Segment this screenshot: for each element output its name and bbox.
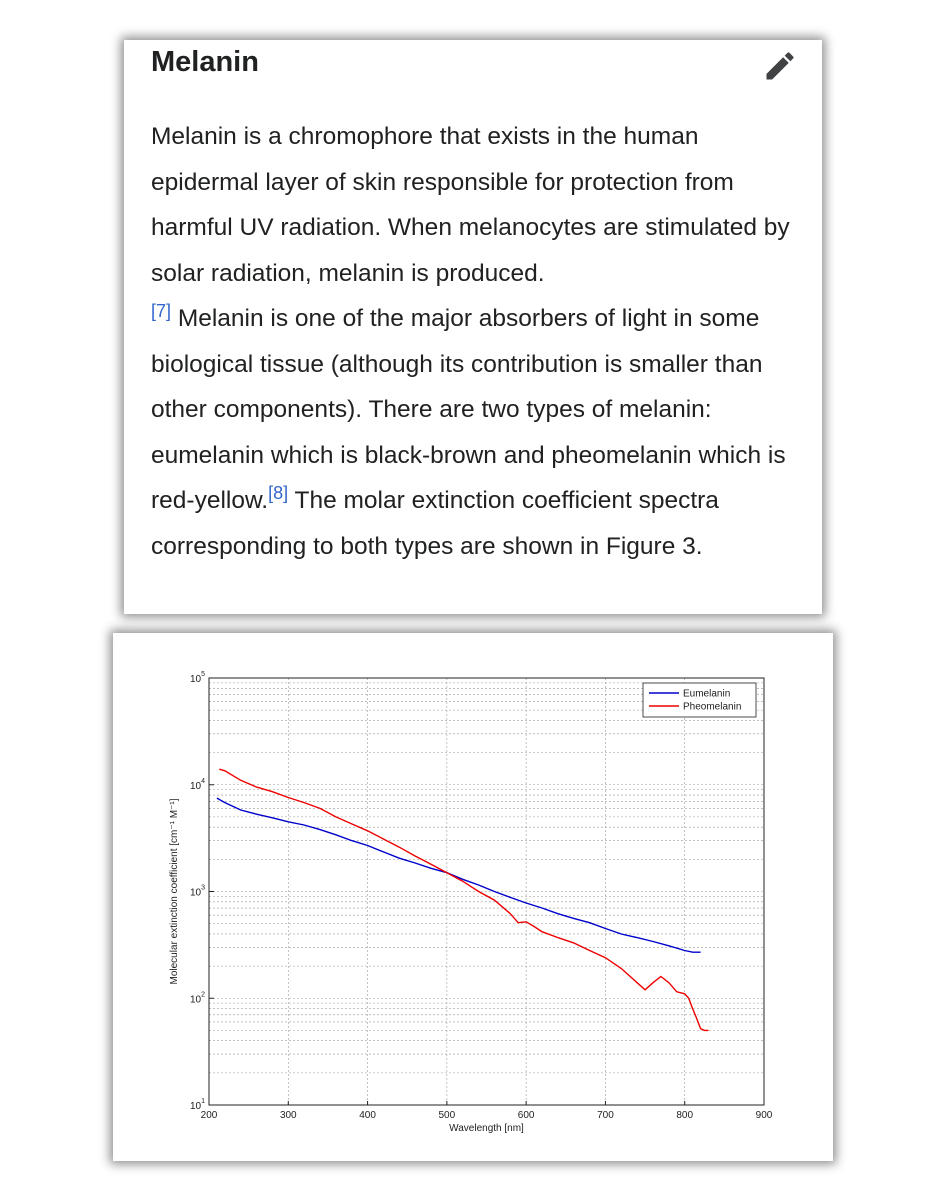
extinction-chart: 200 300 400 500 600 700 800 900101102103104105 … (169, 671, 773, 1134)
y-tick-label: 105 (190, 671, 205, 685)
legend-box (642, 682, 757, 718)
citation-8-link[interactable]: [8] (268, 482, 289, 503)
x-tick-label: 800 (676, 1110, 693, 1121)
x-tick-label: 500 (439, 1110, 456, 1121)
x-tick-label: 200 (201, 1110, 218, 1121)
article-section: Melanin Melanin is a chromophore that ex… (124, 40, 822, 614)
x-axis-label: Wavelength [nm] (449, 1123, 524, 1134)
x-tick-label: 700 (597, 1110, 614, 1121)
x-tick-label: 900 (756, 1110, 773, 1121)
legend-label: Eumelanin (683, 689, 730, 700)
y-tick-label: 102 (190, 991, 205, 1005)
paragraph-text-2: Melanin is one of the major absorbers of… (151, 305, 786, 514)
x-tick-label: 600 (518, 1110, 535, 1121)
pencil-icon[interactable] (762, 48, 798, 84)
series-line-pheomelanin (219, 768, 709, 1032)
series-line-eumelanin (216, 797, 701, 953)
legend-label: Pheomelanin (683, 702, 741, 713)
paragraph-text-1: Melanin is a chromophore that exists in … (151, 123, 790, 287)
x-tick-label: 400 (359, 1110, 376, 1121)
x-tick-label: 300 (280, 1110, 297, 1121)
paragraph-text-3: The molar extinction coefficient spectra… (151, 487, 719, 560)
y-axis-label: Molecular extinction coefficient [cm⁻¹ M… (169, 798, 180, 984)
section-paragraph: Melanin is a chromophore that exists in … (151, 114, 811, 569)
citation-7-link[interactable]: [7] (151, 300, 172, 321)
y-tick-label: 103 (190, 885, 205, 899)
section-heading: Melanin (151, 46, 259, 78)
y-tick-label: 104 (190, 778, 205, 792)
y-tick-label: 101 (190, 1098, 205, 1112)
figure-card: 200 300 400 500 600 700 800 900 101 102 103 104 105 … (113, 633, 833, 1161)
